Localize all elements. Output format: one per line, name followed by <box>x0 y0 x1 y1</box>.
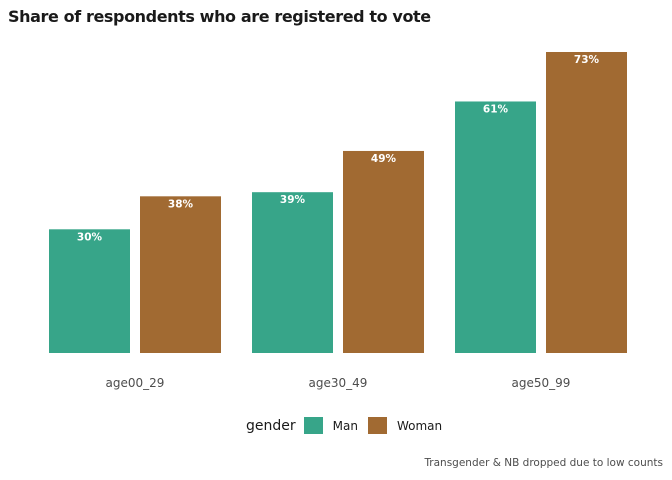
legend-swatch-woman <box>367 417 387 434</box>
legend-item-woman: Woman <box>367 417 443 434</box>
legend-item-man: Man <box>303 417 358 434</box>
data-label-woman-age30_49: 49% <box>371 153 397 165</box>
data-label-man-age50_99: 61% <box>483 103 509 115</box>
legend-title: gender <box>246 417 296 434</box>
data-label-man-age00_29: 30% <box>77 231 103 243</box>
data-label-woman-age00_29: 38% <box>168 198 194 210</box>
legend-label-man: Man <box>332 418 358 433</box>
bar-man-age00_29 <box>49 229 130 353</box>
bar-woman-age30_49 <box>343 150 424 353</box>
legend: gender Man Woman <box>246 417 452 434</box>
bar-man-age50_99 <box>455 101 536 353</box>
bar-man-age30_49 <box>252 192 333 353</box>
legend-label-woman: Woman <box>396 418 443 433</box>
data-label-woman-age50_99: 73% <box>574 54 600 66</box>
bar-woman-age00_29 <box>140 196 221 353</box>
chart-title: Share of respondents who are registered … <box>8 7 431 26</box>
x-tick-label-age30_49: age30_49 <box>309 376 368 390</box>
legend-swatch-man <box>303 417 323 434</box>
data-label-man-age30_49: 39% <box>280 194 306 206</box>
x-tick-label-age00_29: age00_29 <box>106 376 165 390</box>
chart-caption: Transgender & NB dropped due to low coun… <box>424 457 663 469</box>
x-tick-label-age50_99: age50_99 <box>512 376 571 390</box>
bar-woman-age50_99 <box>546 52 627 353</box>
